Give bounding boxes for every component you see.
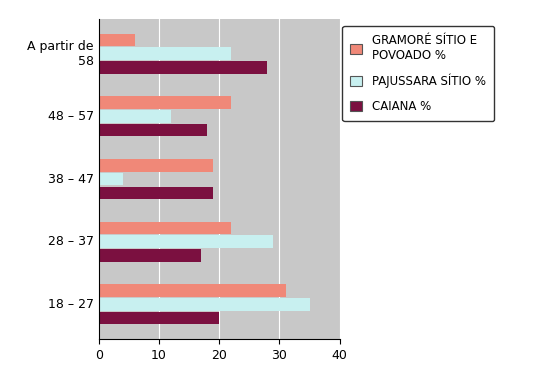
Bar: [99, 187, 213, 199]
Bar: [99, 284, 286, 297]
Bar: [99, 235, 273, 248]
Bar: [99, 249, 201, 262]
Bar: [99, 124, 207, 136]
Bar: [99, 298, 310, 311]
Legend: GRAMORÉ SÍTIO E
POVOADO %, PAJUSSARA SÍTIO %, CAIANA %: GRAMORÉ SÍTIO E POVOADO %, PAJUSSARA SÍT…: [342, 26, 494, 121]
Bar: [99, 61, 267, 74]
Bar: [99, 96, 231, 109]
Bar: [99, 173, 123, 185]
Bar: [99, 159, 213, 171]
Bar: [99, 47, 231, 60]
Bar: [99, 222, 231, 234]
Bar: [99, 33, 135, 46]
Bar: [99, 312, 219, 325]
Bar: [99, 110, 171, 123]
